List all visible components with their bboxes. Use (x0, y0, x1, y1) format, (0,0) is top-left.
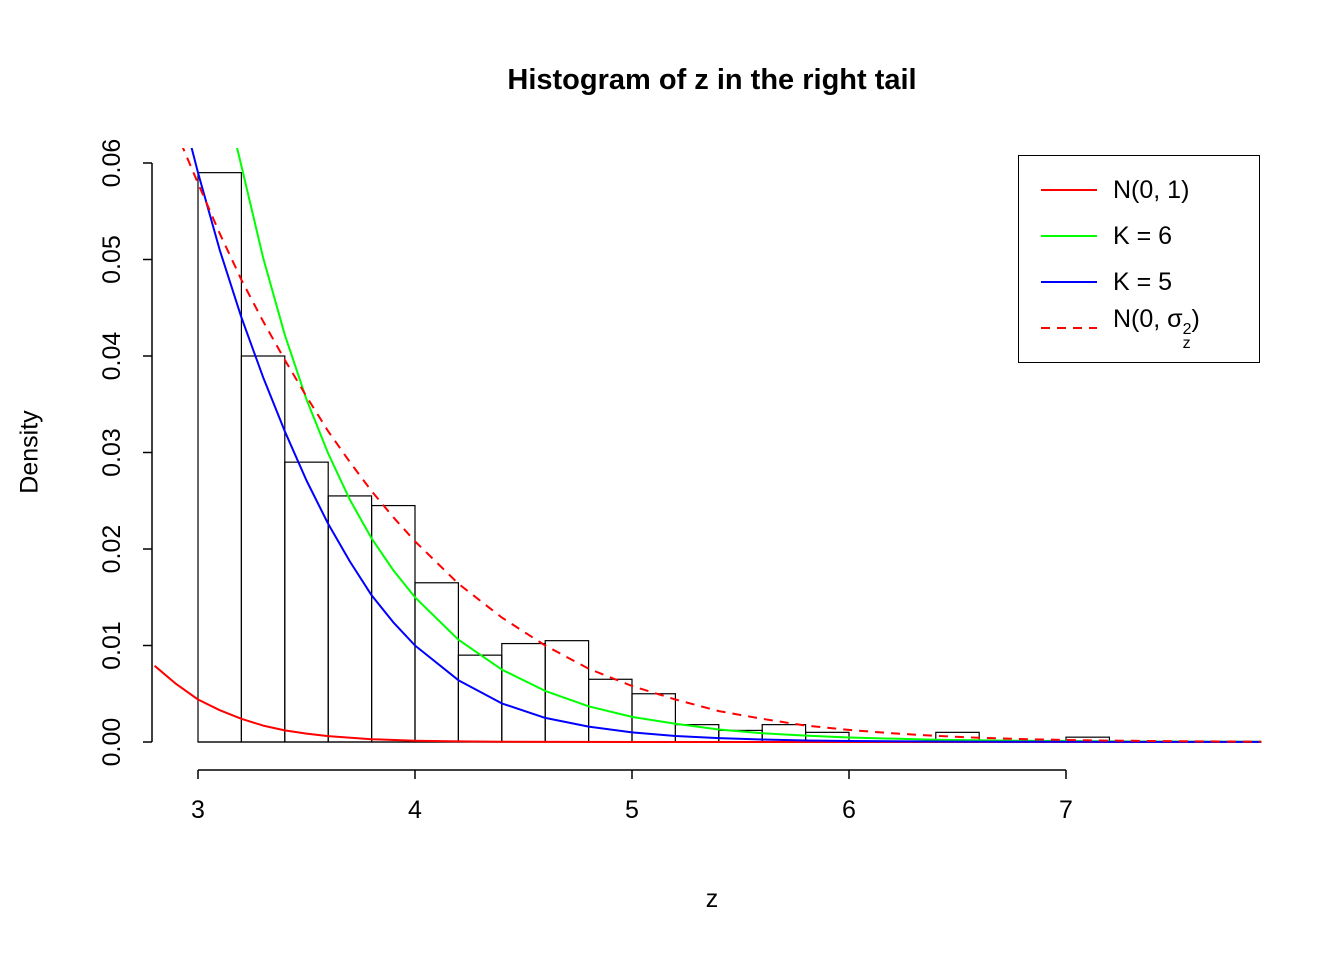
legend-label-n01: N(0, 1) (1113, 175, 1190, 204)
legend-item-k6: K = 6 (1019, 213, 1259, 259)
y-tick-label: 0.06 (98, 139, 126, 188)
curve-n0sigma (181, 148, 1262, 743)
histogram-bar (371, 504, 416, 743)
histogram-bar (501, 642, 546, 743)
legend-item-k5: K = 5 (1019, 259, 1259, 305)
x-tick-label: 6 (842, 796, 856, 824)
x-tick-label: 7 (1059, 796, 1073, 824)
legend-line-n01-icon (1041, 189, 1097, 191)
x-axis-label: z (705, 885, 719, 913)
curve-k6 (236, 148, 1262, 743)
legend: N(0, 1) K = 6 K = 5 N(0, σ 2 z) (1018, 155, 1260, 363)
legend-item-n01: N(0, 1) (1019, 167, 1259, 213)
legend-item-n0sigma: N(0, σ 2 z) (1019, 305, 1259, 351)
histogram-bar (284, 461, 329, 743)
legend-label-k5: K = 5 (1113, 267, 1173, 296)
histogram-bar (544, 640, 590, 743)
y-tick-label: 0.05 (98, 235, 126, 284)
x-tick-label: 4 (408, 796, 422, 824)
y-axis-label: Density (15, 410, 44, 494)
histogram-bar (197, 172, 243, 743)
curve-n01 (153, 665, 1262, 743)
y-tick-label: 0.01 (98, 621, 126, 670)
legend-label-n0sigma: N(0, σ 2 z) (1113, 305, 1200, 352)
legend-line-k5-icon (1041, 281, 1097, 283)
y-tick-label: 0.03 (98, 428, 126, 477)
legend-dashed-line-icon (1041, 327, 1097, 329)
x-tick-label: 3 (191, 796, 205, 824)
histogram-bar (457, 654, 503, 743)
y-tick-label: 0.00 (98, 718, 126, 767)
x-tick-label: 5 (625, 796, 639, 824)
axes (143, 162, 1067, 779)
legend-label-k6: K = 6 (1113, 221, 1173, 250)
curve-k5 (190, 148, 1262, 743)
legend-line-k6-icon (1041, 235, 1097, 237)
y-tick-label: 0.02 (98, 525, 126, 574)
chart-title: Histogram of z in the right tail (507, 64, 917, 96)
histogram-bar (327, 495, 373, 743)
y-tick-label: 0.04 (98, 332, 126, 381)
histogram-bars (197, 172, 1111, 743)
